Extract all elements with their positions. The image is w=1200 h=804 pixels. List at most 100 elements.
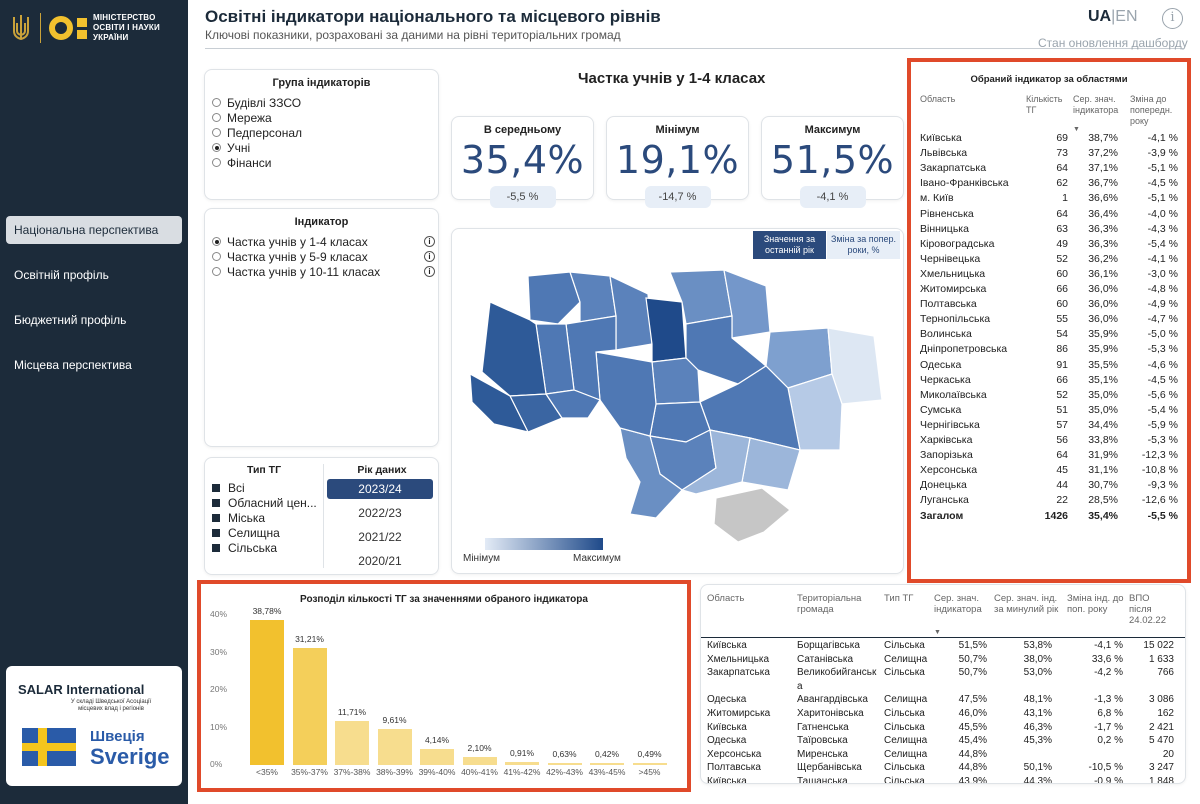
distribution-bar[interactable] <box>462 757 497 765</box>
col-community[interactable]: Територіальна громада <box>797 593 862 615</box>
info-icon[interactable]: i <box>424 251 435 262</box>
radio-option[interactable]: Педперсонал <box>212 125 438 140</box>
tg-type-option[interactable]: Сільська <box>212 540 323 555</box>
distribution-bar[interactable] <box>377 728 412 765</box>
radio-option[interactable]: Учні <box>212 140 438 155</box>
radio-button-icon[interactable] <box>212 158 221 167</box>
tg-type-option[interactable]: Селищна <box>212 525 323 540</box>
region-row[interactable]: Тернопільська 55 36,0% -4,7 % <box>920 312 1178 327</box>
distribution-bar[interactable] <box>547 762 582 765</box>
region-row[interactable]: Харківська 56 33,8% -5,3 % <box>920 433 1178 448</box>
table-row[interactable]: Закарпатська Великобийганськ Сільська 50,7%… <box>701 666 1181 680</box>
table-row[interactable]: Херсонська Миренська Селищна 44,8% 20 <box>701 748 1181 762</box>
region-row[interactable]: Черкаська 66 35,1% -4,5 % <box>920 373 1178 388</box>
region-col-value[interactable]: Сер. знач. індикатора <box>1073 94 1119 115</box>
tg-type-option[interactable]: Міська <box>212 510 323 525</box>
year-option[interactable]: 2020/21 <box>358 554 402 568</box>
distribution-bar[interactable] <box>292 647 327 765</box>
region-row[interactable]: Кіровоградська 49 36,3% -5,4 % <box>920 237 1178 252</box>
region-col-count[interactable]: Кількість ТГ <box>1026 94 1063 115</box>
region-row[interactable]: Закарпатська 64 37,1% -5,1 % <box>920 161 1178 176</box>
region-row[interactable]: Одеська 91 35,5% -4,6 % <box>920 358 1178 373</box>
region-row[interactable]: Житомирська 66 36,0% -4,8 % <box>920 282 1178 297</box>
radio-button-icon[interactable] <box>212 267 221 276</box>
col-type[interactable]: Тип ТГ <box>884 593 914 604</box>
checkbox-icon[interactable] <box>212 513 220 522</box>
region-row[interactable]: Чернігівська 57 34,4% -5,9 % <box>920 418 1178 433</box>
lang-en[interactable]: EN <box>1115 8 1138 25</box>
table-row[interactable]: Полтавська Щербанівська Сільська 44,8% 50,1%… <box>701 761 1181 775</box>
nav-local[interactable]: Місцева перспектива <box>14 358 132 372</box>
radio-option[interactable]: Будівлі ЗЗСО <box>212 95 438 110</box>
checkbox-icon[interactable] <box>212 528 220 537</box>
col-prev[interactable]: Сер. знач. інд. за минулий рік <box>994 593 1059 615</box>
radio-button-icon[interactable] <box>212 113 221 122</box>
radio-option[interactable]: Частка учнів у 5-9 класах i <box>212 249 438 264</box>
distribution-bar[interactable] <box>335 721 369 765</box>
distribution-bar[interactable] <box>420 749 454 765</box>
sort-arrow-icon[interactable]: ▼ <box>1073 126 1080 133</box>
region-row[interactable]: Львівська 73 37,2% -3,9 % <box>920 146 1178 161</box>
checkbox-icon[interactable] <box>212 483 220 492</box>
region-row[interactable]: Івано-Франківська 62 36,7% -4,5 % <box>920 176 1178 191</box>
year-option[interactable]: 2022/23 <box>358 506 402 520</box>
distribution-bar[interactable] <box>632 763 667 765</box>
region-row[interactable]: Донецька 44 30,7% -9,3 % <box>920 478 1178 493</box>
distribution-bar[interactable] <box>590 763 624 765</box>
info-icon[interactable]: i <box>1162 8 1183 29</box>
checkbox-icon[interactable] <box>212 498 220 507</box>
radio-button-icon[interactable] <box>212 128 221 137</box>
distribution-bar[interactable] <box>250 619 284 765</box>
info-icon[interactable]: i <box>424 266 435 277</box>
region-col-change[interactable]: Зміна до попередн. року <box>1130 94 1173 126</box>
table-row[interactable]: Хмельницька Сатанівська Селищна 50,7% 38,0% 3… <box>701 653 1181 667</box>
region-row[interactable]: м. Київ 1 36,6% -5,1 % <box>920 191 1178 206</box>
info-icon[interactable]: i <box>424 236 435 247</box>
col-change[interactable]: Зміна інд. до поп. року <box>1067 593 1124 615</box>
region-row[interactable]: Хмельницька 60 36,1% -3,0 % <box>920 267 1178 282</box>
col-idp[interactable]: ВПО після 24.02.22 <box>1129 593 1166 626</box>
radio-button-icon[interactable] <box>212 143 221 152</box>
nav-education[interactable]: Освітній профіль <box>14 268 109 282</box>
table-row[interactable]: Київська Ташанська Сільська 43,9% 44,3% -0,9 … <box>701 775 1181 783</box>
radio-button-icon[interactable] <box>212 252 221 261</box>
region-row[interactable]: Миколаївська 52 35,0% -5,6 % <box>920 388 1178 403</box>
region-row[interactable]: Херсонська 45 31,1% -10,8 % <box>920 463 1178 478</box>
region-row[interactable]: Рівненська 64 36,4% -4,0 % <box>920 207 1178 222</box>
update-status-link[interactable]: Стан оновлення дашборду <box>1038 36 1188 50</box>
checkbox-icon[interactable] <box>212 543 220 552</box>
ukraine-map[interactable] <box>470 262 890 547</box>
radio-button-icon[interactable] <box>212 237 221 246</box>
region-row[interactable]: Луганська 22 28,5% -12,6 % <box>920 493 1178 508</box>
col-oblast[interactable]: Область <box>707 593 745 604</box>
radio-option[interactable]: Частка учнів у 10-11 класах i <box>212 264 438 279</box>
region-row[interactable]: Полтавська 60 36,0% -4,9 % <box>920 297 1178 312</box>
nav-budget[interactable]: Бюджетний профіль <box>14 313 127 327</box>
sort-arrow-icon[interactable]: ▼ <box>934 629 941 636</box>
tg-type-option[interactable]: Всі <box>212 480 323 495</box>
year-option[interactable]: 2023/24 <box>327 479 433 499</box>
table-row[interactable]: Одеська Авангардівська Селищна 47,5% 48,1% -1… <box>701 693 1181 707</box>
tg-type-option[interactable]: Обласний цен... <box>212 495 323 510</box>
table-row[interactable]: Київська Гатненська Сільська 45,5% 46,3% -1,7… <box>701 721 1181 735</box>
radio-option[interactable]: Мережа <box>212 110 438 125</box>
lang-ua[interactable]: UA <box>1088 8 1112 25</box>
region-row[interactable]: Вінницька 63 36,3% -4,3 % <box>920 222 1178 237</box>
radio-button-icon[interactable] <box>212 98 221 107</box>
region-row[interactable]: Запорізька 64 31,9% -12,3 % <box>920 448 1178 463</box>
distribution-bar[interactable] <box>505 761 539 765</box>
table-row[interactable]: а <box>701 680 1181 694</box>
year-option[interactable]: 2021/22 <box>358 530 402 544</box>
map-change-toggle[interactable]: Зміна за попер. роки, % <box>827 231 900 259</box>
radio-option[interactable]: Частка учнів у 1-4 класах i <box>212 234 438 249</box>
region-row[interactable]: Загалом 1426 35,4% -5,5 % <box>920 509 1178 524</box>
nav-national[interactable]: Національна перспектива <box>6 216 182 244</box>
col-value[interactable]: Сер. знач. індикатора <box>934 593 982 615</box>
region-row[interactable]: Волинська 54 35,9% -5,0 % <box>920 327 1178 342</box>
radio-option[interactable]: Фінанси <box>212 155 438 170</box>
region-row[interactable]: Чернівецька 52 36,2% -4,1 % <box>920 252 1178 267</box>
table-row[interactable]: Житомирська Харитонівська Сільська 46,0% 43,… <box>701 707 1181 721</box>
region-row[interactable]: Дніпропетровська 86 35,9% -5,3 % <box>920 342 1178 357</box>
region-row[interactable]: Сумська 51 35,0% -5,4 % <box>920 403 1178 418</box>
table-row[interactable]: Одеська Таїровська Селищна 45,4% 45,3% 0,2 % 5… <box>701 734 1181 748</box>
